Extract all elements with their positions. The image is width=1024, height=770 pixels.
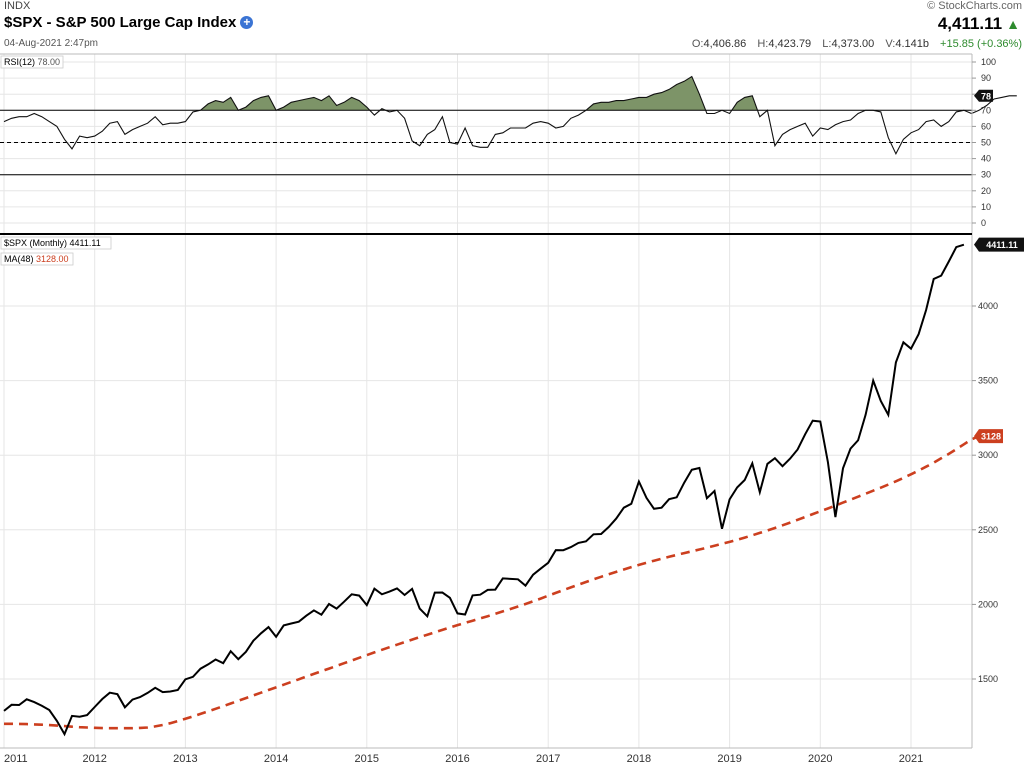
rsi-tick-label: 50 (981, 138, 991, 148)
up-arrow-icon: ▲ (1006, 16, 1020, 32)
rsi-tick-label: 70 (981, 105, 991, 115)
x-tick-label: 2012 (82, 753, 106, 765)
last-price-value: 4,411.11 (937, 14, 1003, 33)
open-value: 4,406.86 (703, 38, 747, 50)
ma-last-tag-text: 3128 (981, 432, 1001, 442)
price-line (3, 243, 965, 737)
price-last-tag-shape (974, 237, 1024, 252)
price-tick-label: 3000 (978, 450, 998, 460)
ma-last-tag-shape (974, 429, 1003, 444)
rsi-legend-box (0, 55, 64, 69)
rsi-last-tag-shape (974, 89, 993, 102)
price-tick-label: 3500 (978, 376, 998, 386)
open-label: O: (691, 38, 704, 50)
high-value: 4,423.79 (768, 38, 812, 50)
price-gridlines (0, 234, 972, 748)
price-tick-label: 2500 (978, 525, 998, 535)
low-label: L: (822, 38, 832, 50)
x-tick-label: 2014 (264, 753, 288, 765)
x-tick-label: 2011 (4, 753, 28, 765)
last-price: 4,411.11 ▲ (938, 14, 1020, 34)
rsi-legend-text: RSI(12) 78.00 (4, 57, 60, 67)
price-tick-label: 4000 (978, 301, 998, 311)
chart-date: 04-Aug-2021 2:47pm (4, 38, 98, 49)
price-last-tag-text: 4411.11 (986, 240, 1018, 250)
price-legend-text: $SPX (Monthly) 4411.11 (4, 238, 101, 248)
price-last-tag: 4411.11 (974, 237, 1024, 252)
rsi-panel: RSI(12) 78.00 (0, 55, 1017, 176)
exchange-label: INDX (4, 0, 31, 12)
axes: 2011 2012 2013 2014 2015 2016 2017 2018 2019 2020… (0, 53, 1024, 765)
add-symbol-icon[interactable]: + (240, 16, 254, 29)
ma-legend-box (0, 252, 74, 266)
x-tick-label: 2021 (899, 753, 923, 765)
volume-label: V: (885, 38, 896, 50)
ohlc-bar: O:4,406.86 H:4,423.79 L:4,373.00 V:4.141… (684, 38, 1022, 50)
brand-label[interactable]: © StockCharts.com (927, 0, 1022, 12)
ma-legend-text: MA(48) 3128.00 (4, 254, 69, 264)
change-value: +15.85 (+0.36%) (940, 38, 1022, 50)
rsi-legend: RSI(12) 78.00 (0, 55, 64, 69)
symbol-title: $SPX - S&P 500 Large Cap Index (4, 14, 237, 31)
x-tick-label: 2020 (808, 753, 832, 765)
rsi-tick-label: 60 (981, 121, 991, 131)
x-tick-label: 2013 (173, 753, 197, 765)
price-legend-box (0, 236, 112, 250)
rsi-tick-label: 40 (981, 154, 991, 164)
rsi-tick-label: 10 (981, 202, 991, 212)
ma-legend-name: MA(48) (4, 254, 36, 264)
rsi-tick-label: 30 (981, 170, 991, 180)
rsi-last-tag: 78 (974, 89, 993, 102)
rsi-tick-label: 100 (981, 57, 996, 67)
price-legend-name: $SPX (Monthly) (4, 238, 70, 248)
rsi-tick-label: 0 (981, 218, 986, 228)
x-tick-label: 2019 (717, 753, 741, 765)
price-legend-value: 4411.11 (70, 238, 101, 248)
chart-title: $SPX - S&P 500 Large Cap Index + (4, 14, 254, 31)
price-tick-label: 2000 (978, 599, 998, 609)
rsi-gridlines (0, 54, 972, 233)
x-tick-label: 2018 (627, 753, 651, 765)
high-label: H: (757, 38, 769, 50)
rsi-tick-label: 20 (981, 186, 991, 196)
ma48-line (4, 434, 980, 730)
ma-last-tag: 3128 (974, 429, 1003, 444)
rsi-last-tag-text: 78 (981, 91, 991, 101)
rsi-line (3, 75, 1017, 156)
price-tick-label: 1500 (978, 674, 998, 684)
low-value: 4,373.00 (831, 38, 875, 50)
ma-legend-value: 3128.00 (36, 254, 69, 264)
x-tick-label: 2015 (355, 753, 379, 765)
rsi-legend-name: RSI(12) (4, 57, 38, 67)
rsi-tick-label: 90 (981, 73, 991, 83)
x-tick-label: 2016 (445, 753, 469, 765)
x-tick-label: 2017 (536, 753, 560, 765)
volume-value: 4.141b (895, 38, 929, 50)
rsi-overbought-fill (200, 76, 758, 111)
rsi-legend-value: 78.00 (38, 57, 61, 67)
